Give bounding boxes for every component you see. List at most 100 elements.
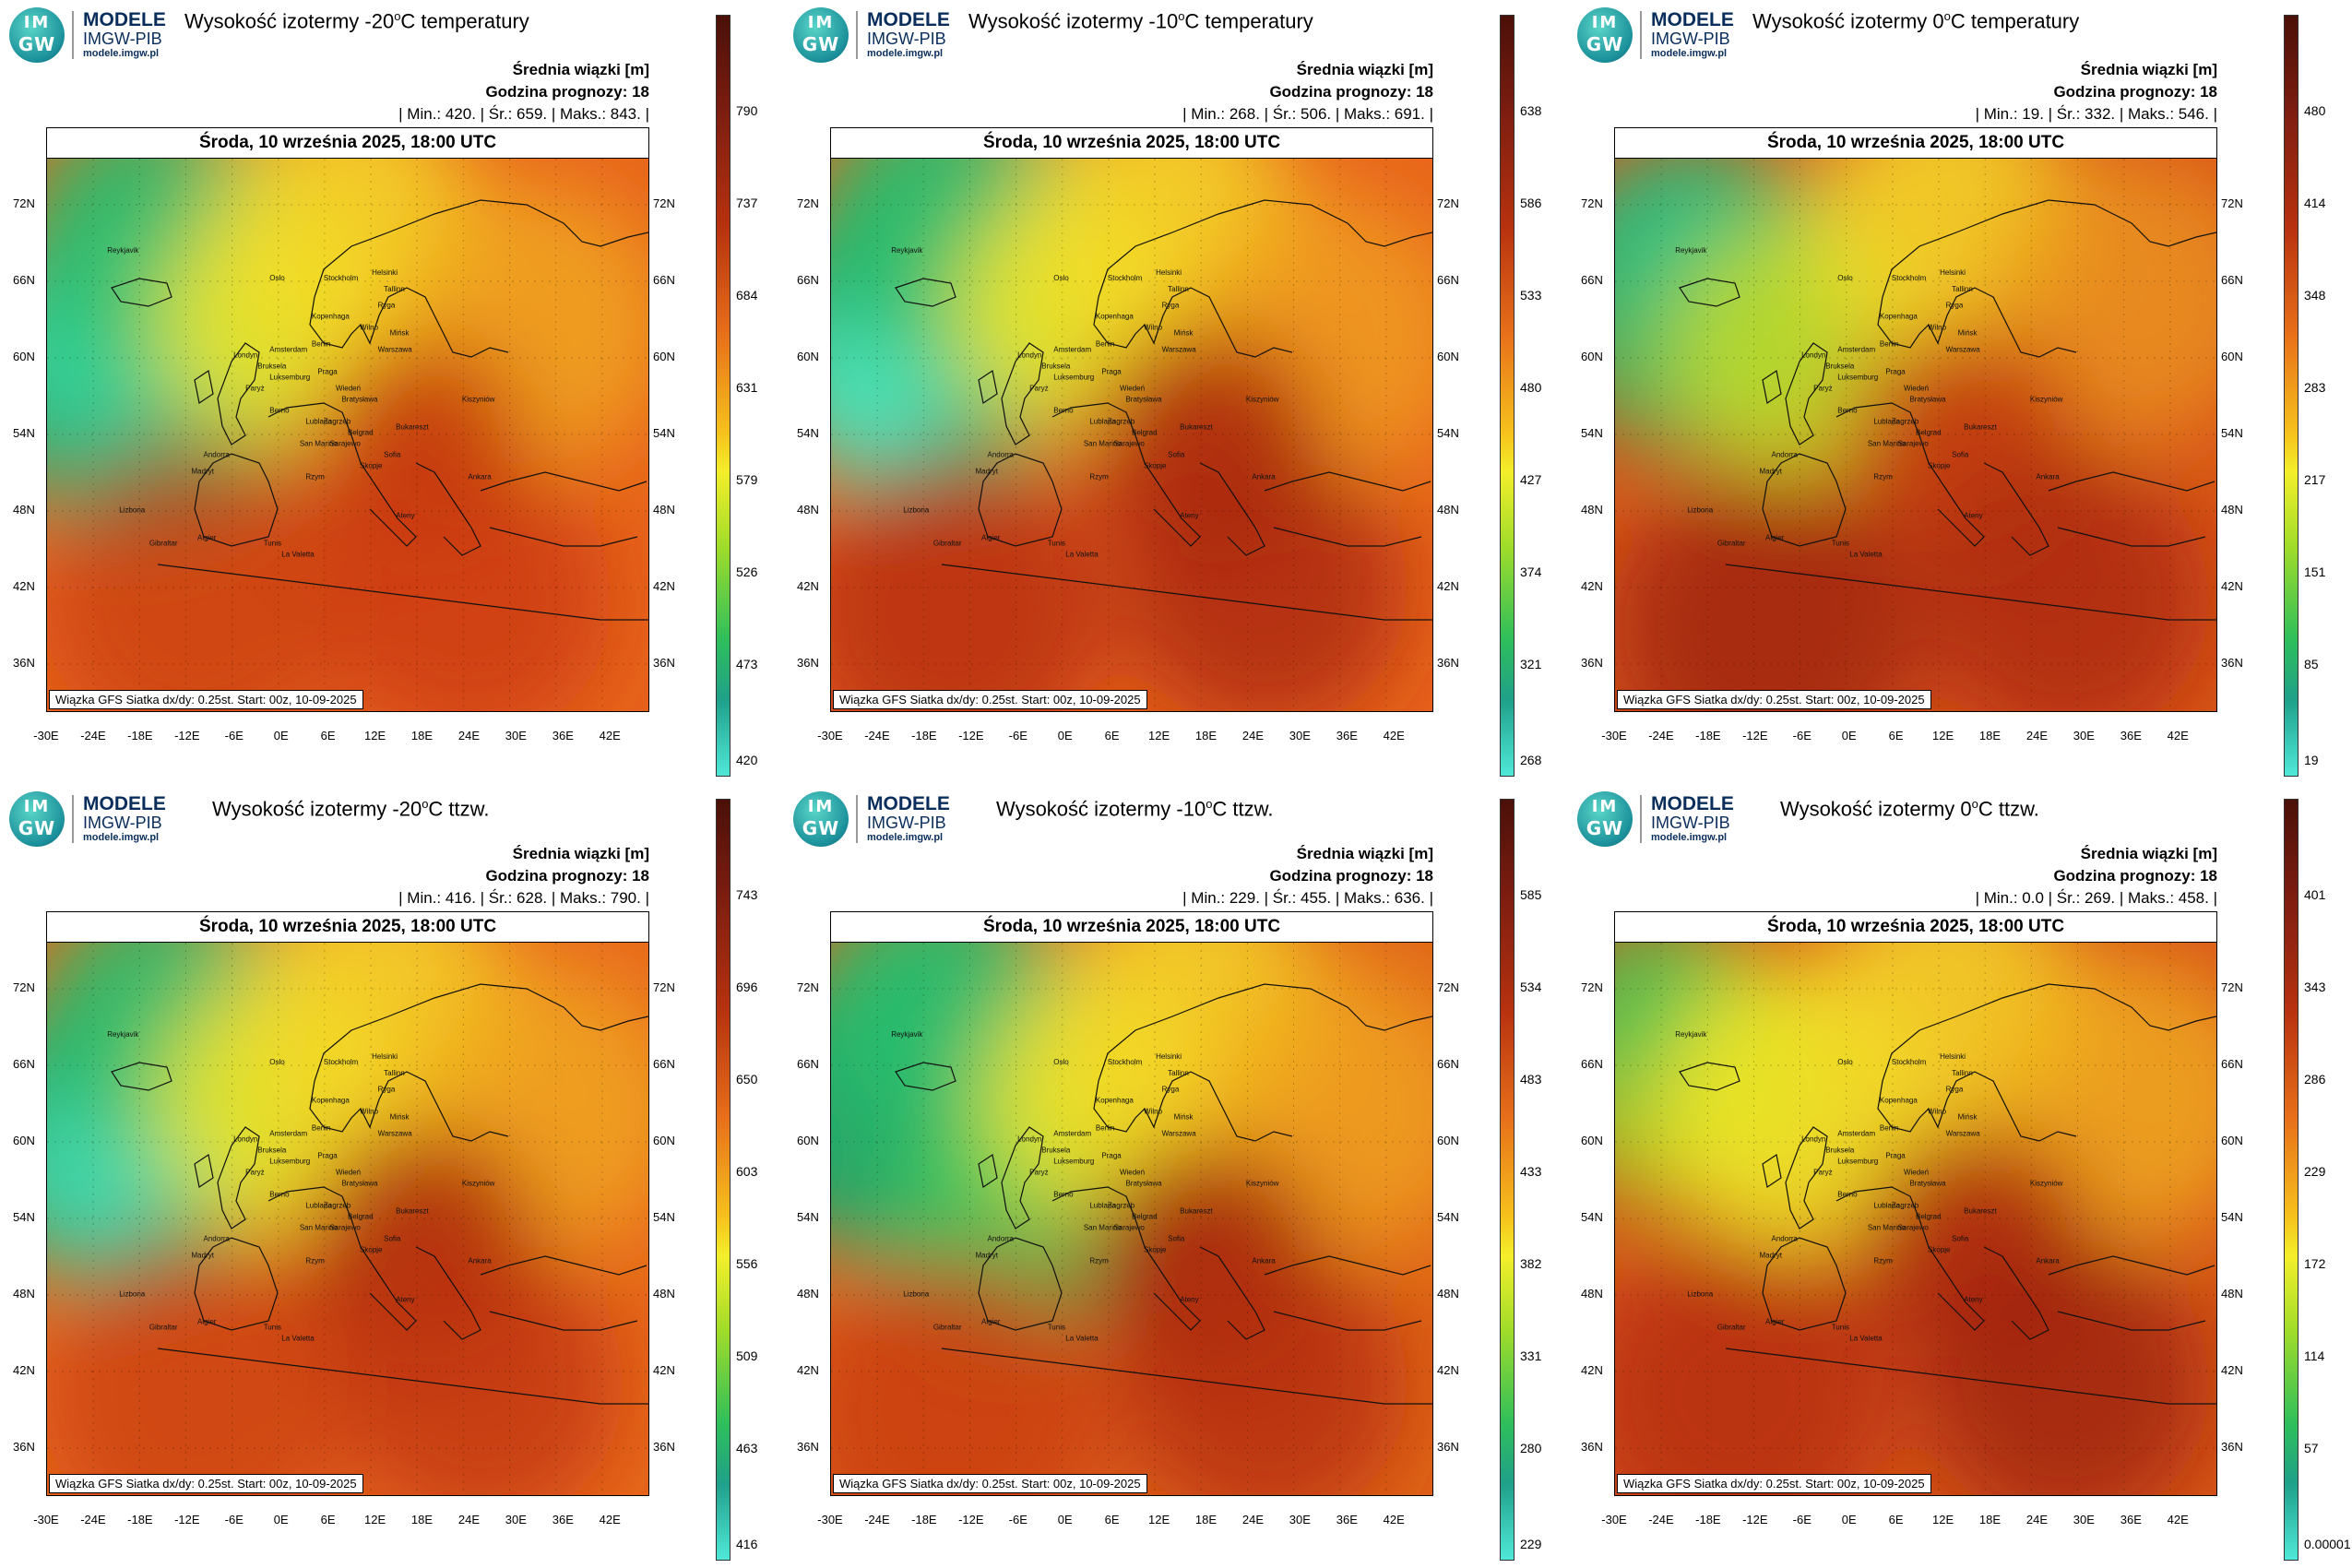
lat-label-left: 72N: [797, 980, 819, 994]
lon-label: -18E: [911, 729, 937, 742]
city-label: Luksemburg: [1837, 1158, 1878, 1166]
logo-gw-text: GW: [1586, 817, 1624, 839]
city-label: Amsterdam: [269, 1130, 307, 1138]
city-label: Bukareszt: [1180, 423, 1213, 432]
city-label: Oslo: [1053, 1058, 1069, 1066]
lon-label: 36E: [552, 729, 574, 742]
lon-label: 6E: [320, 729, 336, 742]
lon-label: 36E: [2120, 1513, 2142, 1526]
map-field: Oslo Stockholm Helsinki Tallinn Ryga Wilno Miń…: [831, 159, 1432, 711]
city-label: Mińsk: [1958, 329, 1978, 338]
lon-label: 0E: [273, 1513, 289, 1526]
colorbar-tick: 229: [2304, 1164, 2326, 1179]
city-label: Tallinn: [1952, 1069, 1973, 1077]
city-label: Mińsk: [1958, 1113, 1978, 1122]
lon-label: 12E: [1147, 1513, 1170, 1526]
city-label: Londyn: [1017, 351, 1041, 360]
city-label: Helsinki: [1940, 268, 1966, 277]
city-label: Paryż: [1813, 1169, 1832, 1177]
city-label: Skopje: [1928, 1245, 1951, 1253]
lat-label-left: 72N: [13, 980, 35, 994]
imgw-logo-icon: IM GW: [1577, 791, 1633, 847]
lat-label-right: 36N: [2221, 656, 2243, 670]
city-label: Kopenhaga: [1096, 313, 1134, 321]
lat-label-right: 48N: [653, 503, 675, 517]
lat-label-right: 72N: [2221, 980, 2243, 994]
lon-label: -30E: [1601, 1513, 1627, 1526]
colorbar-tick: 283: [2304, 380, 2326, 395]
lon-label: -12E: [174, 729, 200, 742]
map-panel-4: IM GW MODELE IMGW-PIB modele.imgw.pl Wys…: [0, 784, 784, 1568]
city-label: Kiszyniów: [2030, 1180, 2063, 1188]
city-label: Andorra: [204, 1234, 231, 1242]
colorbar: [2284, 799, 2299, 1561]
coastline: [1679, 199, 2216, 621]
city-label: Praga: [1101, 1152, 1122, 1160]
city-label: Gibraltar: [149, 1323, 178, 1331]
city-label: Skopje: [360, 1245, 383, 1253]
city-label: Sofia: [1952, 450, 1969, 458]
forecast-hour: Godzina prognozy: 18: [485, 867, 649, 885]
logo-gw-text: GW: [18, 817, 56, 839]
city-label: Wiedeń: [1120, 1169, 1145, 1177]
colorbar-tick: 533: [1520, 288, 1542, 303]
lon-label: -30E: [33, 1513, 59, 1526]
city-label: Algier: [1765, 533, 1785, 541]
coastline: [895, 199, 1432, 621]
panel-title: Wysokość izotermy 0oC ttzw.: [1780, 797, 2039, 821]
logo-divider: [856, 795, 858, 843]
map-canvas: Oslo Stockholm Helsinki Tallinn Ryga Wilno Miń…: [831, 159, 1432, 711]
city-label: Warszawa: [378, 346, 413, 354]
city-label: Tallinn: [1952, 285, 1973, 293]
city-label: Lublana: [1873, 1202, 1900, 1210]
lat-label-left: 72N: [1581, 196, 1603, 210]
city-label: Bratysława: [1125, 396, 1162, 404]
city-label: Helsinki: [1156, 268, 1182, 277]
colorbar-tick: 414: [2304, 196, 2326, 210]
lat-label-left: 66N: [13, 1057, 35, 1071]
lon-label: -6E: [1008, 1513, 1028, 1526]
panel-title: Wysokość izotermy -20oC temperatury: [184, 9, 529, 33]
average-label: Średnia wiązki [m]: [2080, 61, 2217, 78]
lat-label-left: 66N: [1581, 273, 1603, 287]
logo-gw-text: GW: [802, 33, 840, 55]
lat-label-right: 72N: [1437, 980, 1459, 994]
city-label: Paryż: [1029, 385, 1048, 393]
colorbar-tick: 416: [736, 1537, 758, 1551]
lat-label-right: 42N: [2221, 1363, 2243, 1377]
city-label: Madryt: [975, 467, 998, 475]
city-label: Gibraltar: [149, 539, 178, 547]
logo-title: MODELE: [867, 793, 950, 814]
average-label: Średnia wiązki [m]: [1296, 845, 1433, 862]
colorbar-tick: 321: [1520, 657, 1542, 671]
logo-im-text: IM: [807, 797, 835, 816]
lon-label: -12E: [174, 1513, 200, 1526]
lat-label-right: 60N: [1437, 350, 1459, 363]
lat-label-right: 36N: [1437, 1440, 1459, 1454]
city-label: Warszawa: [1162, 346, 1197, 354]
lon-label: -24E: [864, 729, 890, 742]
lat-label-left: 42N: [797, 579, 819, 593]
city-label: Praga: [317, 1152, 338, 1160]
city-label: Gibraltar: [1717, 539, 1746, 547]
lat-label-right: 60N: [653, 350, 675, 363]
logo-subtitle: IMGW-PIB: [867, 30, 946, 48]
city-label: Wiedeń: [1904, 1169, 1929, 1177]
colorbar: [716, 15, 731, 777]
stats-line: | Min.: 229. | Śr.: 455. | Maks.: 636. |: [1182, 889, 1433, 907]
lon-label: -24E: [864, 1513, 890, 1526]
lat-label-left: 48N: [13, 503, 35, 517]
city-label: Zagrzeb: [324, 1202, 351, 1210]
map-footer: Wiązka GFS Siatka dx/dy: 0.25st. Start: …: [1617, 1474, 1931, 1493]
city-label: Tunis: [1832, 539, 1849, 547]
lon-label: -24E: [1648, 729, 1674, 742]
city-label: Tunis: [264, 1323, 281, 1331]
map-frame: Środa, 10 września 2025, 18:00 UTC Oslo S…: [46, 911, 649, 1496]
city-label: Bruksela: [1825, 362, 1855, 371]
field-blob: [1120, 445, 1408, 711]
field-blob: [1615, 1240, 1892, 1495]
city-label: San Marino: [1084, 1223, 1122, 1231]
field-blob: [1615, 472, 1921, 711]
city-label: Andorra: [1772, 1234, 1799, 1242]
city-label: Wilno: [1928, 1108, 1947, 1116]
